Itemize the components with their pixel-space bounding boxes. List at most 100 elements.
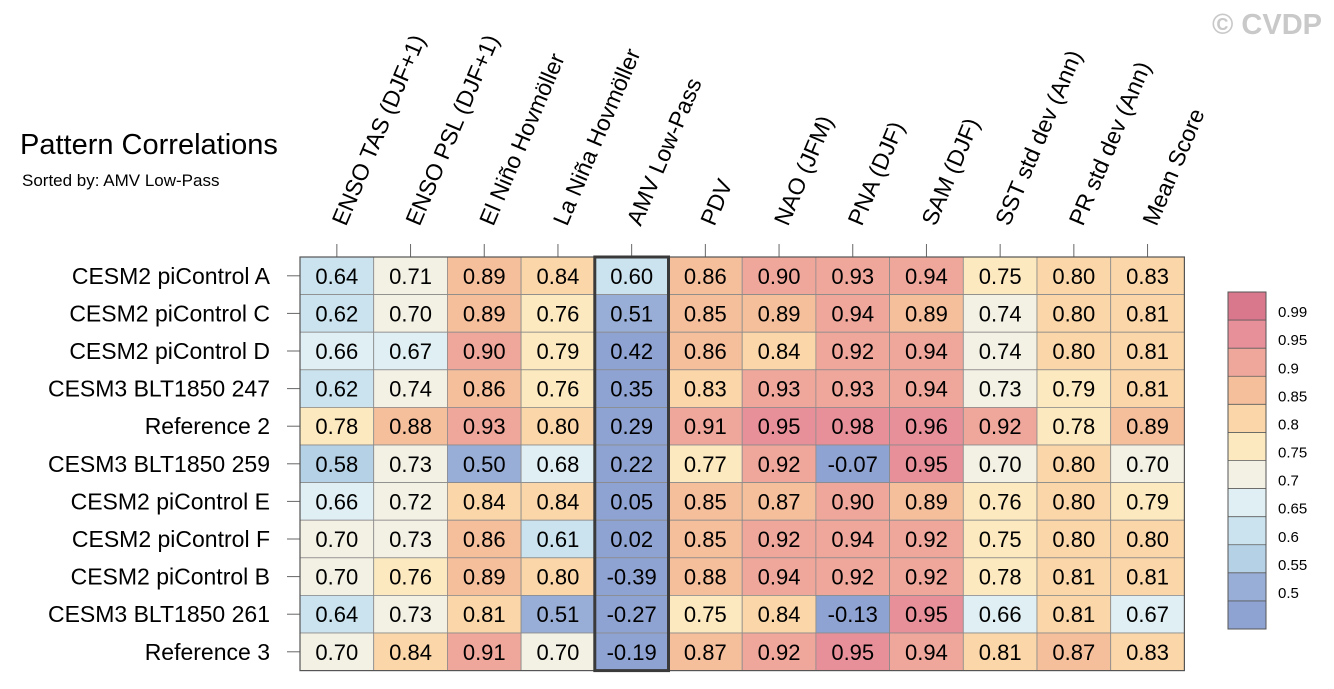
cell-value: 0.81 <box>979 640 1022 665</box>
cell-value: 0.83 <box>1126 640 1169 665</box>
heatmap-cell <box>1110 632 1185 671</box>
row-label: CESM2 piControl A <box>72 263 271 289</box>
heatmap-cell <box>741 595 817 634</box>
cell-value: 0.70 <box>979 452 1022 477</box>
cell-value: 0.84 <box>463 489 506 514</box>
cell-value: 0.93 <box>831 377 874 402</box>
cell-value: 0.89 <box>905 301 948 326</box>
heatmap-cell <box>962 444 1038 483</box>
cell-value: 0.74 <box>389 377 432 402</box>
cell-value: 0.80 <box>537 414 580 439</box>
cell-value: 0.70 <box>389 301 432 326</box>
cell-value: 0.79 <box>537 339 580 364</box>
column-label: PR std dev (Ann) <box>1064 58 1156 229</box>
cell-value: 0.91 <box>684 414 727 439</box>
cell-value: 0.66 <box>315 339 358 364</box>
cell-value: 0.81 <box>1052 602 1095 627</box>
heatmap-cell <box>1036 369 1112 408</box>
cell-value: 0.62 <box>315 377 358 402</box>
heatmap-cell <box>520 482 596 521</box>
heatmap-cell <box>962 482 1038 521</box>
colorbar-label: 0.7 <box>1278 473 1299 490</box>
row-label: CESM3 BLT1850 261 <box>48 601 270 627</box>
heatmap-cell <box>962 557 1038 596</box>
cell-value: 0.92 <box>905 565 948 590</box>
cell-value: 0.96 <box>905 414 948 439</box>
heatmap-cell <box>889 444 964 483</box>
cell-value: 0.76 <box>979 489 1022 514</box>
heatmap-cell <box>1110 557 1185 596</box>
cell-value: 0.81 <box>1126 377 1169 402</box>
row-label: CESM2 piControl F <box>72 526 270 552</box>
heatmap-cell <box>299 519 375 559</box>
heatmap-cell <box>1036 331 1112 371</box>
row-label: CESM3 BLT1850 247 <box>48 376 270 402</box>
cell-value: 0.89 <box>463 565 506 590</box>
row-label: CESM3 BLT1850 259 <box>48 451 270 477</box>
heatmap-cell <box>815 519 891 559</box>
row-label: CESM2 piControl B <box>71 564 270 590</box>
cell-value: 0.78 <box>979 565 1022 590</box>
cell-value: 0.93 <box>463 414 506 439</box>
cell-value: 0.94 <box>905 264 948 289</box>
cell-value: 0.86 <box>684 339 727 364</box>
row-label: Reference 2 <box>145 413 270 439</box>
cell-value: 0.79 <box>1052 377 1095 402</box>
colorbar: 0.99 0.95 0.9 0.85 0.8 0.75 0.7 0.65 0.6 0.55 0.5 <box>1227 291 1307 630</box>
cell-value: 0.93 <box>758 377 801 402</box>
heatmap-cell <box>741 444 817 483</box>
colorbar-swatch <box>1228 292 1266 321</box>
heatmap-cell <box>741 632 817 671</box>
cell-value: 0.79 <box>1126 489 1169 514</box>
colorbar-swatch <box>1228 320 1266 349</box>
cell-value: 0.75 <box>979 264 1022 289</box>
column-label: PDV <box>695 175 738 229</box>
cell-value: 0.84 <box>537 489 580 514</box>
cell-value: -0.07 <box>828 452 878 477</box>
heatmap-cell <box>668 632 743 671</box>
cell-value: -0.27 <box>607 602 657 627</box>
heatmap-cell <box>668 369 743 408</box>
cell-value: 0.94 <box>905 377 948 402</box>
heatmap-cell <box>815 632 891 671</box>
cell-value: 0.89 <box>463 301 506 326</box>
cell-value: 0.90 <box>831 489 874 514</box>
cell-value: 0.93 <box>831 264 874 289</box>
heatmap-cell <box>1036 256 1112 295</box>
cell-value: 0.83 <box>684 377 727 402</box>
cell-value: 0.94 <box>905 339 948 364</box>
cell-value: 0.90 <box>758 264 801 289</box>
heatmap-cell <box>962 519 1038 559</box>
heatmap-cell <box>520 519 596 559</box>
heatmap-cell <box>815 331 891 371</box>
cell-value: 0.71 <box>389 264 432 289</box>
cell-value: 0.87 <box>1052 640 1095 665</box>
cell-value: 0.92 <box>831 565 874 590</box>
heatmap-cell <box>373 294 448 333</box>
row-label: Reference 3 <box>145 639 270 665</box>
colorbar-label: 0.99 <box>1278 304 1307 321</box>
cell-value: 0.75 <box>979 527 1022 552</box>
heatmap-cell <box>668 331 743 371</box>
heatmap-cell <box>889 406 964 446</box>
cell-value: 0.92 <box>758 452 801 477</box>
row-label: CESM2 piControl E <box>71 488 270 514</box>
cell-value: 0.64 <box>315 264 358 289</box>
colorbar-swatch <box>1228 572 1266 602</box>
heatmap-cell <box>520 595 596 634</box>
cell-value: 0.86 <box>463 377 506 402</box>
heatmap-cell <box>741 406 817 446</box>
colorbar-swatch <box>1228 460 1266 490</box>
heatmap-cell <box>962 331 1038 371</box>
heatmap-cell <box>1110 406 1185 446</box>
grid-border <box>299 256 1186 672</box>
cell-value: 0.84 <box>389 640 432 665</box>
column-label: Mean Score <box>1137 105 1209 229</box>
cell-value: 0.67 <box>389 339 432 364</box>
cell-value: 0.58 <box>315 452 358 477</box>
cell-value: 0.74 <box>979 339 1022 364</box>
heatmap-cell <box>373 444 448 483</box>
heatmap-cell <box>1110 256 1185 295</box>
cell-value: 0.74 <box>979 301 1022 326</box>
cell-value: 0.85 <box>684 301 727 326</box>
